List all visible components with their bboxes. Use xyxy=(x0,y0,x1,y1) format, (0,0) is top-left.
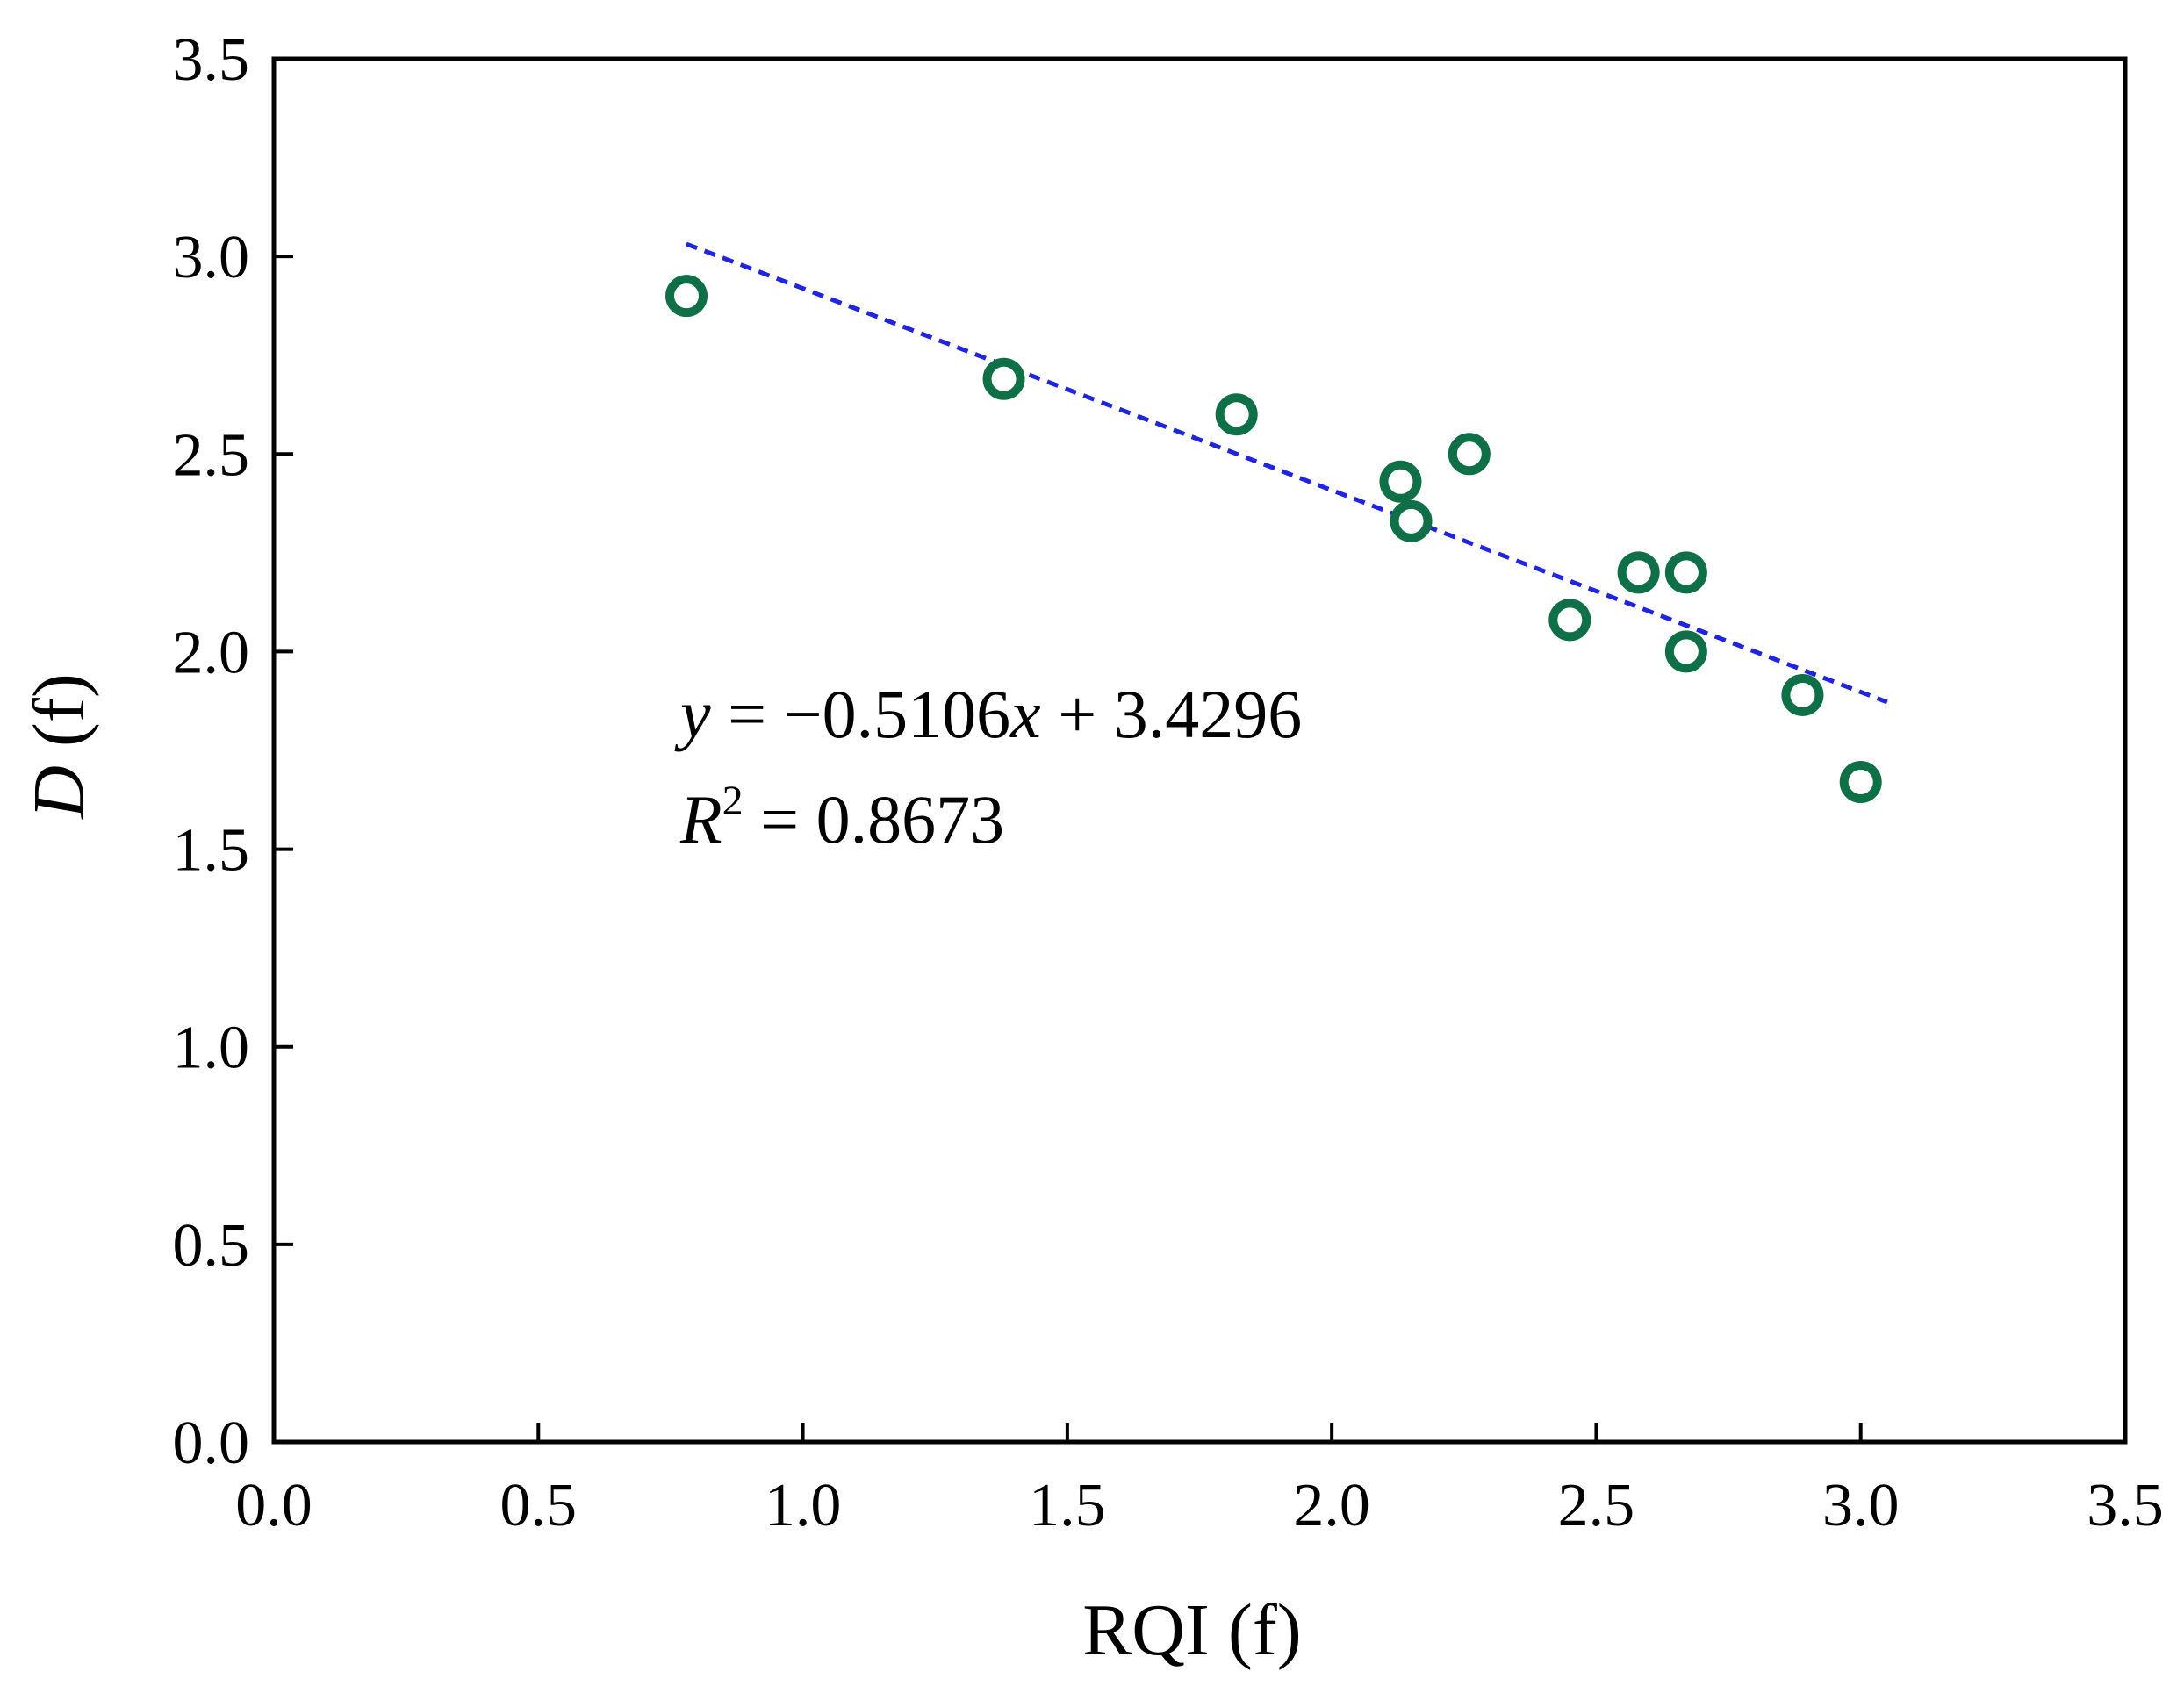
data-point-0-2 xyxy=(1215,393,1258,436)
data-point-0-9 xyxy=(1664,630,1707,673)
y-tick-label-0: 0.0 xyxy=(173,1410,250,1477)
data-point-0-3 xyxy=(1379,460,1422,503)
equation-slope: = −0.5106 xyxy=(711,676,1010,752)
data-points xyxy=(665,275,1882,804)
r-squared-superscript: 2 xyxy=(722,778,744,824)
data-point-0-7 xyxy=(1617,551,1660,594)
x-tick-label-3: 1.5 xyxy=(1029,1472,1106,1539)
r-squared-value: = 0.8673 xyxy=(744,781,1005,857)
data-point-0-5 xyxy=(1448,433,1491,476)
y-axis-title-variable: D xyxy=(18,765,100,820)
data-point-0-11 xyxy=(1839,761,1882,804)
y-tick-label-1: 0.5 xyxy=(173,1212,250,1280)
data-point-0-0 xyxy=(665,275,708,318)
y-tick-label-4: 2.0 xyxy=(173,619,250,686)
r-squared-label: R2 = 0.8673 xyxy=(679,778,1004,857)
x-tick-label-1: 0.5 xyxy=(500,1472,578,1539)
y-tick-label-5: 2.5 xyxy=(173,421,250,489)
y-tick-label-7: 3.5 xyxy=(173,26,250,94)
plot-area-frame xyxy=(271,56,2128,1445)
equation-y-variable: y xyxy=(674,676,711,752)
equation-x-variable: x xyxy=(1009,676,1041,752)
trend-line xyxy=(686,241,1888,705)
x-tick-label-7: 3.5 xyxy=(2087,1472,2164,1539)
x-tick-label-6: 3.0 xyxy=(1822,1472,1900,1539)
regression-equation: y = −0.5106x + 3.4296 xyxy=(674,676,1302,752)
x-tick-label-5: 2.5 xyxy=(1558,1472,1635,1539)
data-point-0-8 xyxy=(1664,551,1707,594)
x-tick-label-2: 1.0 xyxy=(765,1472,842,1539)
equation-intercept: + 3.4296 xyxy=(1041,676,1303,752)
x-tick-label-4: 2.0 xyxy=(1293,1472,1370,1539)
data-point-0-1 xyxy=(982,357,1025,400)
y-tick-label-6: 3.0 xyxy=(173,224,250,291)
x-axis-ticks: 0.0 0.5 1.0 1.5 2.0 2.5 3.0 3.5 xyxy=(235,1423,2164,1539)
y-tick-label-2: 1.0 xyxy=(173,1015,250,1082)
data-point-0-6 xyxy=(1548,599,1591,642)
y-axis-title-unit: (f) xyxy=(18,673,100,765)
data-point-0-4 xyxy=(1390,499,1433,542)
y-axis-title: D (f) xyxy=(18,673,100,820)
y-tick-label-3: 1.5 xyxy=(173,817,250,885)
x-axis-title: RQI (f) xyxy=(1082,1589,1302,1671)
y-axis-ticks: 0.0 0.5 1.0 1.5 2.0 2.5 3.0 3.5 xyxy=(173,26,293,1477)
x-tick-label-0: 0.0 xyxy=(235,1472,313,1539)
r-squared-variable: R xyxy=(679,781,722,857)
data-point-0-10 xyxy=(1781,673,1824,716)
